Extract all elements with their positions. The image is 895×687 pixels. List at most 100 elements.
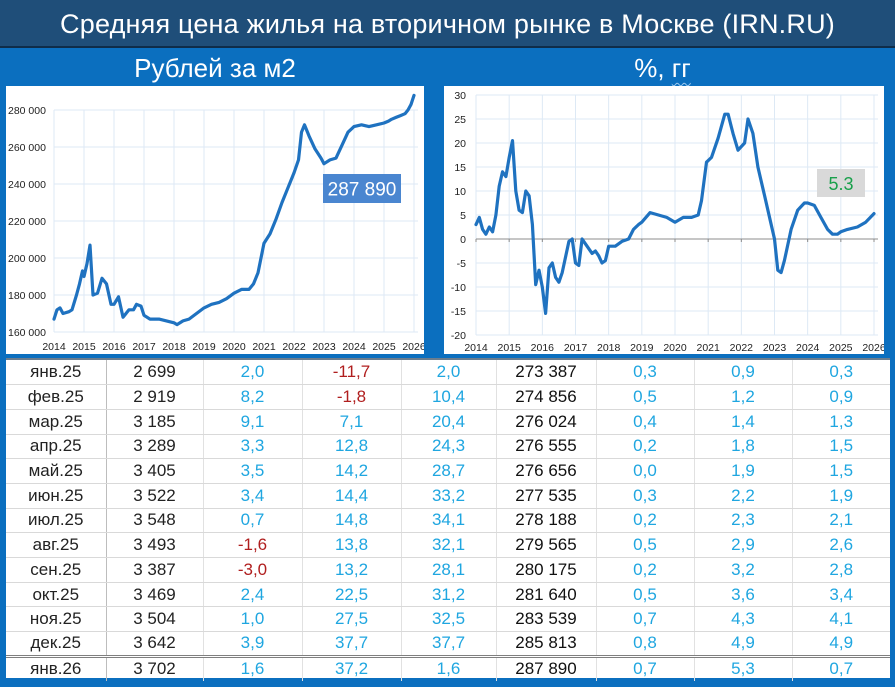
x-tick-label: 2023 [763, 342, 787, 354]
table-cell: 14,4 [302, 483, 402, 509]
x-tick-label: 2014 [42, 341, 66, 353]
table-cell: 2,6 [792, 532, 890, 558]
table-cell: 28,7 [401, 458, 497, 484]
row-month: ноя.25 [6, 606, 107, 633]
table-cell: 0,5 [596, 582, 695, 608]
table-cell: 3,5 [203, 458, 303, 484]
x-tick-label: 2025 [372, 341, 396, 353]
table-cell: 0,2 [596, 557, 695, 583]
x-tick-label: 2026 [862, 342, 884, 354]
x-tick-label: 2018 [162, 341, 186, 353]
table-row: фев.25 2 919 8,2 -1,8 10,4 274 856 0,5 1,2 0,9 [6, 384, 890, 410]
table-cell: 281 640 [496, 582, 597, 608]
row-month: фев.25 [6, 384, 107, 410]
x-tick-label: 2016 [102, 341, 126, 353]
right-chart-subtitle: %, гг [430, 50, 895, 86]
table-cell: 2,3 [694, 508, 793, 534]
table-row: янв.25 2 699 2,0 -11,7 2,0 273 387 0,3 0,9 0,3 [6, 360, 890, 386]
table-row: апр.25 3 289 3,3 12,8 24,3 276 555 0,2 1,8 1,5 [6, 434, 890, 460]
value-label: 287 890 [328, 180, 397, 201]
x-tick-label: 2025 [829, 342, 853, 354]
x-tick-label: 2017 [564, 342, 588, 354]
row-month: апр.25 [6, 434, 107, 460]
y-tick-label: 20 [454, 138, 466, 150]
table-cell: 3 387 [106, 557, 204, 583]
table-cell: 0,7 [596, 654, 695, 681]
table-cell: 14,8 [302, 508, 402, 534]
table-cell: 1,9 [694, 458, 793, 484]
y-tick-label: 180 000 [8, 290, 46, 302]
price-chart: 2014 2015 2016 2017 2018 2019 2020 2021 2022 2023… [6, 86, 426, 354]
table-cell: 1,4 [694, 409, 793, 435]
left-chart-subtitle: Рублей за м2 [134, 53, 296, 83]
table-cell: 2,8 [792, 557, 890, 583]
table-cell: 1,6 [401, 654, 497, 681]
table-cell: 285 813 [496, 631, 597, 657]
value-label-box [323, 174, 401, 203]
table-cell: 4,1 [792, 606, 890, 633]
table-cell: 3 642 [106, 631, 204, 657]
x-tick-label: 2019 [630, 342, 654, 354]
y-tick-label: 280 000 [8, 105, 46, 117]
row-month: май.25 [6, 458, 107, 484]
table-cell: 0,8 [596, 631, 695, 657]
table-cell: 278 188 [496, 508, 597, 534]
table-cell: 37,7 [302, 631, 402, 657]
y-tick-label: 200 000 [8, 253, 46, 265]
table-cell: 3 469 [106, 582, 204, 608]
y-tick-label: -10 [451, 282, 466, 294]
table-cell: 1,9 [792, 483, 890, 509]
table-cell: 0,5 [596, 532, 695, 558]
table-cell: 280 175 [496, 557, 597, 583]
row-month: окт.25 [6, 582, 107, 608]
table-cell: 3,4 [792, 582, 890, 608]
table-cell: 1,0 [203, 606, 303, 633]
table-cell: 7,1 [302, 409, 402, 435]
table-cell: 3,2 [694, 557, 793, 583]
table-cell: 276 024 [496, 409, 597, 435]
row-month: сен.25 [6, 557, 107, 583]
table-cell: 37,2 [302, 654, 402, 681]
table-cell: 274 856 [496, 384, 597, 410]
table-cell: 3 185 [106, 409, 204, 435]
table-cell: 0,9 [694, 360, 793, 386]
x-tick-label: 2022 [730, 342, 754, 354]
data-line [52, 93, 416, 327]
table-cell: 287 890 [496, 654, 597, 681]
x-tick-label: 2023 [312, 341, 336, 353]
table-cell: 0,7 [203, 508, 303, 534]
data-line [474, 112, 876, 315]
table-cell: 28,1 [401, 557, 497, 583]
x-tick-label: 2016 [531, 342, 555, 354]
x-tick-label: 2026 [402, 341, 424, 353]
x-tick-label: 2017 [132, 341, 156, 353]
price-chart-svg: 2014 2015 2016 2017 2018 2019 2020 2021 2022 2023… [8, 93, 426, 353]
y-tick-label: -20 [451, 330, 466, 342]
right-subtitle-prefix: %, [634, 53, 672, 83]
table-cell: 2 919 [106, 384, 204, 410]
table-cell: 0,2 [596, 508, 695, 534]
table-cell: 3 504 [106, 606, 204, 633]
table-row: мар.25 3 185 9,1 7,1 20,4 276 024 0,4 1,4 1,3 [6, 409, 890, 435]
table-cell: 5,3 [694, 654, 793, 681]
table-cell: 2,0 [203, 360, 303, 386]
x-tick-label: 2022 [282, 341, 306, 353]
table-cell: 4,9 [694, 631, 793, 657]
x-tick-label: 2019 [192, 341, 216, 353]
y-tick-label: 260 000 [8, 142, 46, 154]
table-cell: 276 656 [496, 458, 597, 484]
table-cell: -11,7 [302, 360, 402, 386]
y-tick-label: 15 [454, 162, 466, 174]
table-cell: 0,3 [596, 483, 695, 509]
table-row: янв.26 3 702 1,6 37,2 1,6 287 890 0,7 5,3 0,7 [6, 654, 890, 681]
table-cell: 0,7 [792, 654, 890, 681]
table-row: июн.25 3 522 3,4 14,4 33,2 277 535 0,3 2,2 1,9 [6, 483, 890, 509]
table-row: окт.25 3 469 2,4 22,5 31,2 281 640 0,5 3,6 3,4 [6, 582, 890, 608]
table-cell: 3 522 [106, 483, 204, 509]
table-cell: 13,2 [302, 557, 402, 583]
table-cell: 8,2 [203, 384, 303, 410]
row-month: июн.25 [6, 483, 107, 509]
table-cell: 279 565 [496, 532, 597, 558]
table-cell: 277 535 [496, 483, 597, 509]
table-cell: 0,3 [792, 360, 890, 386]
